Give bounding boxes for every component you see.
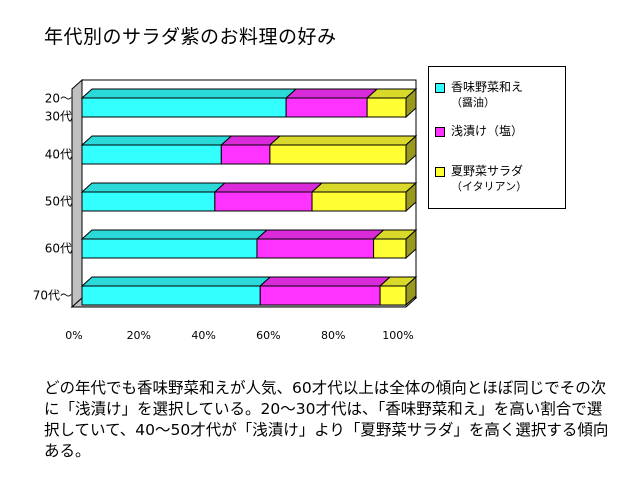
bar-segment [255,229,385,259]
x-tick-label: 80% [321,329,345,342]
legend-sublabel: （醤油） [451,96,495,109]
bar-segment [213,182,324,212]
bar-segment [80,276,272,306]
x-tick-label: 60% [256,329,280,342]
bar-segment [258,276,392,306]
category-label: 20～ [45,92,72,106]
legend-label: 香味野菜和え [451,80,524,94]
left-wall [71,78,83,309]
bar-side [405,134,417,166]
bar-top [213,182,324,193]
bar-segment [220,135,282,165]
legend-swatch [435,83,445,93]
category-labels: 20～ 30代 40代 50代 60代 70代～ [33,92,72,303]
chart-bars [80,87,418,307]
bar-segment [80,229,269,259]
bar-top [258,276,392,287]
bar-segment [284,88,379,118]
bar-front [259,285,381,306]
bar-side [405,87,417,119]
x-tick-label: 0% [65,329,82,342]
x-tick-label: 100% [382,329,413,342]
bar-top [268,135,418,146]
bar-segment [310,181,418,213]
bar-segment [365,87,418,119]
bar-top [80,88,298,99]
legend-sublabel: （イタリアン） [451,180,528,193]
bar-segment [80,135,233,165]
bar-front [256,238,375,259]
bar-top [310,182,418,193]
bar-front [311,191,407,212]
legend-swatch [435,127,445,137]
bar-side [405,275,417,307]
category-label: 40代 [45,148,72,162]
legend-label: 浅漬け（塩） [451,124,524,138]
bar-top [284,88,379,99]
bar-side [405,228,417,260]
category-label: 70代～ [33,289,72,303]
bar-top [80,229,269,240]
bar-front [81,97,287,118]
bar-front [269,144,407,165]
bar-top [80,182,227,193]
bar-front [81,285,261,306]
chart-title: 年代別のサラダ紫のお料理の好み [44,26,337,48]
bar-front [366,97,407,118]
bar-front [285,97,368,118]
bar-front [81,238,258,259]
x-tick-label: 20% [127,329,151,342]
category-label: 30代 [45,110,72,124]
bar-front [81,191,216,212]
bar-front [81,144,222,165]
bar-front [214,191,313,212]
bar-side [405,181,417,213]
bar-top [80,276,272,287]
bar-front [373,238,407,259]
bar-top [80,135,233,146]
bar-front [220,144,271,165]
legend-label: 夏野菜サラダ [451,164,524,178]
bar-segment [268,134,418,166]
bar-segment [372,228,418,260]
legend-swatch [435,167,445,177]
bar-segment [80,182,227,212]
x-tick-label: 40% [191,329,215,342]
category-label: 50代 [45,195,72,209]
category-label: 60代 [45,242,72,256]
description-text: どの年代でも香味野菜和えが人気、60才代以上は全体の傾向とほぼ同じでその次に「浅… [44,379,609,460]
legend: 香味野菜和え （醤油） 浅漬け（塩） 夏野菜サラダ （イタリアン） [428,66,566,209]
bar-segment [378,275,418,307]
bar-front [379,285,407,306]
bar-segment [80,88,298,118]
bar-top [255,229,385,240]
x-axis-ticks: 0% 20% 40% 60% 80% 100% [65,329,413,342]
